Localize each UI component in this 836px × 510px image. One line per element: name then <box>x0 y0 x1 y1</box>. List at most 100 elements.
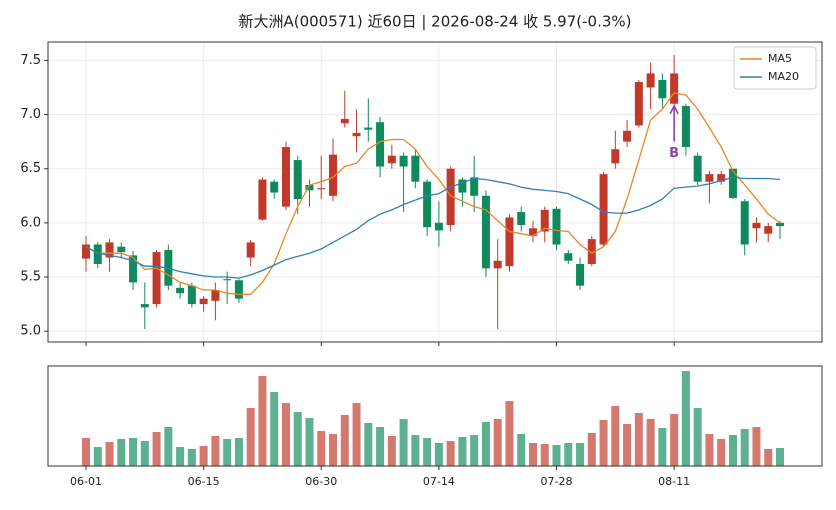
candle-body <box>352 132 361 137</box>
candle-body <box>646 73 655 88</box>
candle-body <box>258 179 267 220</box>
candle-body <box>152 252 161 305</box>
candle-body <box>705 174 714 182</box>
volume-bar <box>364 423 373 466</box>
candle-body <box>187 285 196 305</box>
candle-body <box>82 244 90 259</box>
volume-bar <box>176 447 185 466</box>
volume-bar <box>493 419 502 466</box>
candle-body <box>764 226 773 234</box>
candle-body <box>587 239 596 265</box>
volume-bar <box>764 449 773 466</box>
volume-bar <box>623 424 632 466</box>
candle-body <box>293 160 302 200</box>
volume-bar <box>470 435 479 466</box>
y-tick-label: 7.0 <box>20 107 41 122</box>
volume-bar <box>728 435 737 466</box>
candle-body <box>540 209 549 232</box>
volume-bar <box>129 438 138 466</box>
y-tick-label: 5.0 <box>20 324 41 339</box>
volume-bar <box>199 446 208 466</box>
volume-bar <box>646 419 655 466</box>
candle-body <box>634 82 643 126</box>
candle-body <box>564 253 573 261</box>
volume-bar <box>670 414 679 466</box>
volume-bar <box>528 443 537 466</box>
candle-body <box>528 228 537 236</box>
legend-label: MA20 <box>768 70 799 83</box>
volume-bar <box>293 412 302 466</box>
volume-bar <box>705 434 714 466</box>
x-tick-label: 06-30 <box>305 475 337 488</box>
volume-bar <box>517 434 526 466</box>
candle-body <box>105 242 114 258</box>
candle-body <box>752 222 761 229</box>
volume-bar <box>376 427 385 466</box>
volume-bar <box>117 439 126 466</box>
candle-body <box>223 279 232 281</box>
candle-body <box>470 177 479 196</box>
candle-body <box>387 155 396 164</box>
volume-bar <box>246 408 255 466</box>
candle-body <box>446 168 455 226</box>
x-tick-label: 08-11 <box>658 475 690 488</box>
x-tick-label: 06-15 <box>188 475 220 488</box>
volume-bar <box>281 403 290 466</box>
candle-body <box>117 246 126 253</box>
candle-body <box>681 105 690 148</box>
volume-bar <box>634 413 643 466</box>
volume-bar <box>423 438 432 466</box>
volume-bar <box>152 432 161 466</box>
volume-bar <box>305 418 314 466</box>
candle-body <box>505 217 514 267</box>
candle-body <box>93 244 102 265</box>
volume-bar <box>611 406 620 466</box>
candle-body <box>517 212 526 226</box>
y-tick-label: 7.5 <box>20 53 41 68</box>
legend-box <box>733 46 817 90</box>
candle-body <box>552 208 561 245</box>
candle-body <box>611 149 620 164</box>
candle-body <box>199 298 208 305</box>
volume-bar <box>317 431 326 466</box>
volume-bar <box>340 415 349 466</box>
candle-body <box>246 242 255 258</box>
candle-body <box>234 280 243 299</box>
ma-line <box>85 92 781 295</box>
candle-body <box>423 181 432 228</box>
volume-bar <box>164 427 173 466</box>
x-tick-label: 07-28 <box>541 475 573 488</box>
x-tick-label: 06-01 <box>70 475 102 488</box>
volume-bar <box>270 392 279 466</box>
volume-bar <box>681 371 690 466</box>
candle-body <box>576 264 585 286</box>
candle-body <box>317 188 326 190</box>
candle-body <box>364 127 373 130</box>
volume-bar <box>329 434 338 466</box>
candle-body <box>411 155 420 182</box>
candle-body <box>458 179 467 193</box>
annotation-arrowhead <box>669 104 679 115</box>
volume-bar <box>564 443 573 466</box>
volume-bar <box>752 427 761 466</box>
volume-bar <box>717 439 726 466</box>
legend-label: MA5 <box>768 52 792 65</box>
y-tick-label: 6.0 <box>20 215 41 230</box>
volume-bar <box>387 436 396 466</box>
candle-body <box>329 154 338 196</box>
volume-bar <box>352 403 361 466</box>
ma-line <box>85 176 781 279</box>
candle-body <box>740 201 749 245</box>
volume-bar <box>458 437 467 466</box>
volume-bar <box>776 448 784 466</box>
chart-title: 新大洲A(000571) 近60日 | 2026-08-24 收 5.97(-0… <box>238 13 631 31</box>
candle-body <box>776 222 784 227</box>
volume-bar <box>211 436 220 466</box>
volume-bar <box>411 435 420 466</box>
volume-bar <box>187 449 196 466</box>
candle-body <box>434 222 443 231</box>
volume-bar <box>599 420 608 466</box>
volume-bar <box>234 438 243 466</box>
